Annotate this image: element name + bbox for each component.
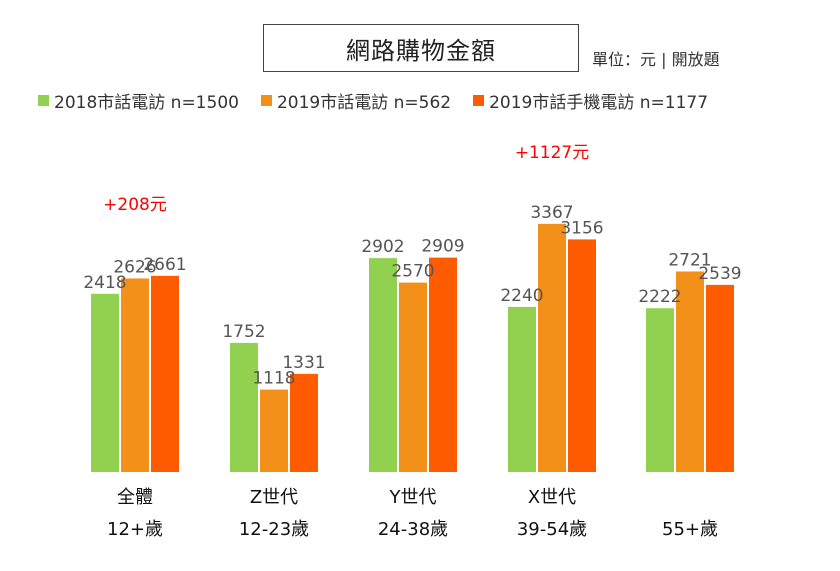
bar-3-series-3 [429, 257, 457, 472]
value-label-4-series-1: 2240 [500, 286, 543, 306]
category-label-1-line2: 12+歲 [107, 519, 163, 540]
legend-label-2018-landline: 2018市話電訪 n=1500 [54, 93, 239, 113]
delta-annotation-1: +208元 [103, 195, 167, 215]
legend-swatch-2019-landline-mobile [473, 95, 485, 106]
bar-2-series-2 [260, 389, 288, 472]
bar-5-series-3 [706, 284, 734, 472]
value-label-2-series-1: 1752 [222, 322, 265, 342]
legend-item-2019-landline: 2019市話電訪 n=562 [260, 88, 452, 113]
value-label-3-series-3: 2909 [421, 237, 464, 257]
bar-4-series-1 [508, 306, 536, 472]
legend-swatch-2019-landline [260, 95, 272, 106]
value-label-2-series-2: 1118 [252, 369, 295, 389]
bar-2-series-3 [290, 373, 318, 472]
legend-label-2019-landline-mobile: 2019市話手機電訪 n=1177 [489, 93, 709, 113]
value-label-1-series-2: 2626 [113, 257, 156, 277]
bar-3-series-1 [369, 258, 397, 472]
category-label-2-line2: 12-23歲 [239, 519, 309, 540]
value-label-5-series-1: 2222 [638, 287, 681, 307]
value-label-5-series-3: 2539 [698, 264, 741, 284]
category-label-1-line1: 全體 [117, 487, 153, 508]
bar-1-series-1 [91, 293, 119, 472]
value-label-1-series-3: 2661 [143, 255, 186, 275]
value-label-4-series-3: 3156 [560, 218, 603, 238]
delta-annotation-4: +1127元 [515, 143, 590, 163]
bar-5-series-2 [676, 271, 704, 472]
bar-5-series-1 [646, 308, 674, 472]
value-label-3-series-2: 2570 [391, 262, 434, 282]
value-label-1-series-1: 2418 [83, 273, 126, 293]
legend-label-2019-landline: 2019市話電訪 n=562 [276, 93, 452, 113]
bar-1-series-2 [121, 278, 149, 472]
legend: 2018市話電訪 n=1500 2019市話電訪 n=562 2019市話手機電… [38, 88, 730, 113]
legend-item-2018-landline: 2018市話電訪 n=1500 [38, 88, 239, 113]
bar-4-series-2 [538, 223, 566, 472]
category-label-5-line2: 55+歲 [662, 519, 718, 540]
chart-title: 網路購物金額 [263, 24, 579, 72]
legend-swatch-2018-landline [38, 95, 49, 106]
value-label-3-series-1: 2902 [361, 237, 404, 257]
category-label-3-line2: 24-38歲 [378, 519, 448, 540]
category-label-4-line2: 39-54歲 [517, 519, 587, 540]
value-label-4-series-2: 3367 [530, 203, 573, 223]
value-label-5-series-2: 2721 [668, 250, 711, 270]
legend-item-2019-landline-mobile: 2019市話手機電訪 n=1177 [473, 88, 708, 113]
bar-3-series-2 [399, 282, 427, 472]
category-label-2-line1: Z世代 [250, 487, 298, 508]
category-label-3-line1: Y世代 [389, 487, 437, 508]
unit-note: 單位：元 | 開放題 [592, 50, 720, 69]
category-label-4-line1: X世代 [528, 487, 576, 508]
bar-1-series-3 [151, 275, 179, 472]
value-label-2-series-3: 1331 [282, 353, 325, 373]
bar-4-series-3 [568, 239, 596, 472]
bar-2-series-1 [230, 342, 258, 472]
